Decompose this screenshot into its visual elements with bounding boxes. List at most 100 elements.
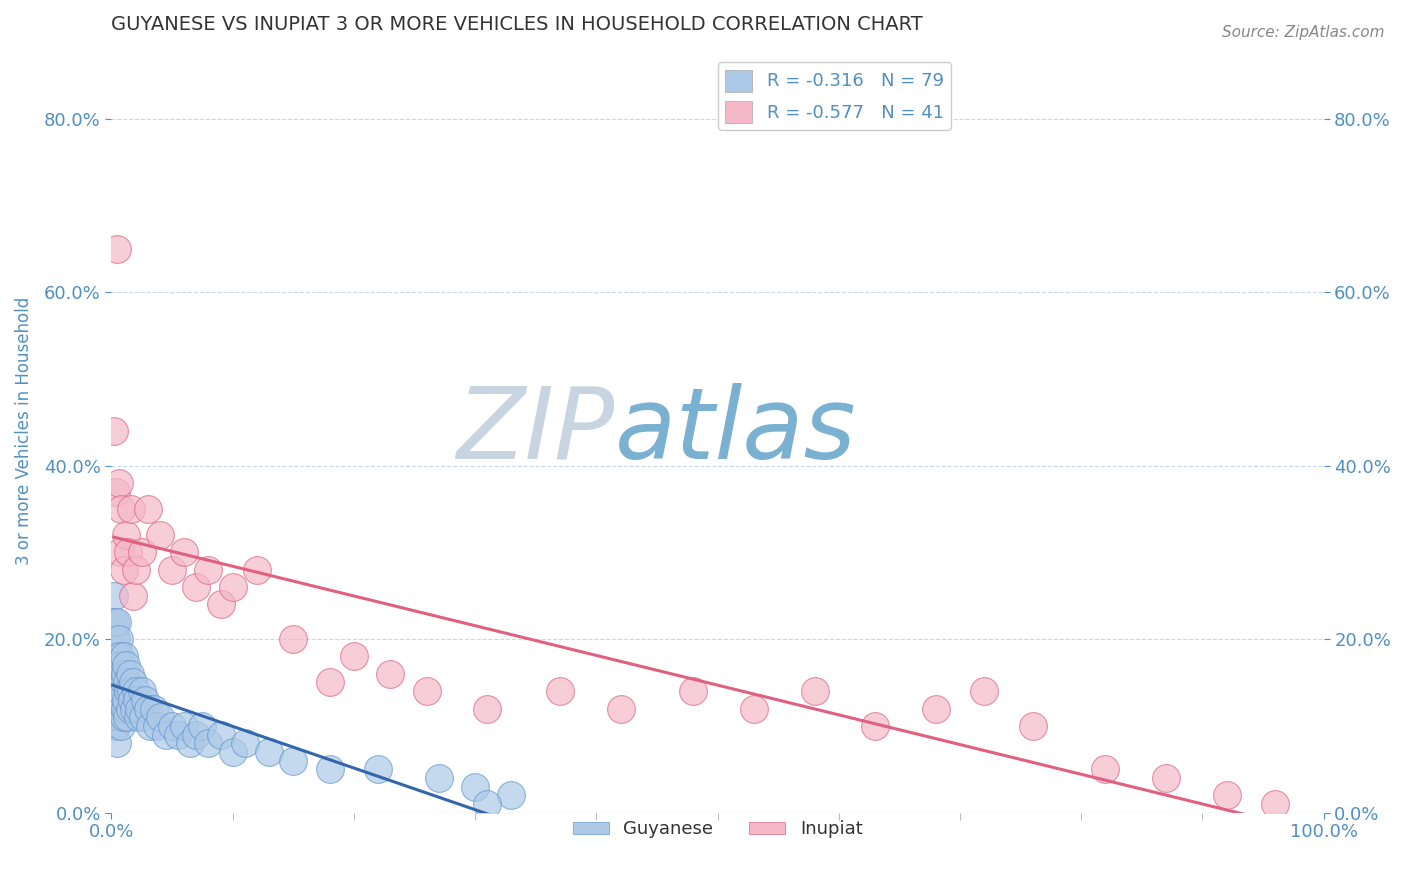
Point	[110, 658, 132, 673]
Point	[1022, 719, 1045, 733]
Point	[464, 780, 486, 794]
Point	[124, 684, 146, 698]
Point	[209, 727, 232, 741]
Point	[115, 710, 138, 724]
Point	[104, 701, 127, 715]
Legend: Guyanese, Inupiat: Guyanese, Inupiat	[565, 814, 870, 846]
Point	[1215, 789, 1237, 803]
Point	[186, 727, 208, 741]
Point	[101, 675, 124, 690]
Point	[146, 719, 169, 733]
Point	[803, 684, 825, 698]
Point	[257, 745, 280, 759]
Point	[863, 719, 886, 733]
Point	[501, 789, 523, 803]
Point	[107, 476, 129, 491]
Point	[415, 684, 437, 698]
Point	[134, 693, 156, 707]
Point	[103, 632, 125, 647]
Point	[197, 563, 219, 577]
Text: Source: ZipAtlas.com: Source: ZipAtlas.com	[1222, 25, 1385, 40]
Point	[103, 701, 125, 715]
Point	[111, 701, 134, 715]
Point	[283, 754, 305, 768]
Point	[477, 797, 499, 811]
Point	[112, 649, 135, 664]
Point	[132, 710, 155, 724]
Text: GUYANESE VS INUPIAT 3 OR MORE VEHICLES IN HOUSEHOLD CORRELATION CHART: GUYANESE VS INUPIAT 3 OR MORE VEHICLES I…	[111, 15, 924, 34]
Point	[114, 666, 136, 681]
Point	[318, 675, 340, 690]
Text: ZIP: ZIP	[457, 383, 614, 480]
Point	[682, 684, 704, 698]
Point	[112, 675, 135, 690]
Point	[118, 666, 141, 681]
Point	[149, 528, 172, 542]
Point	[179, 736, 201, 750]
Point	[115, 675, 138, 690]
Point	[246, 563, 269, 577]
Point	[117, 684, 139, 698]
Point	[107, 666, 129, 681]
Point	[122, 589, 145, 603]
Point	[233, 736, 256, 750]
Point	[173, 719, 195, 733]
Point	[108, 545, 131, 559]
Point	[283, 632, 305, 647]
Point	[117, 545, 139, 559]
Point	[318, 762, 340, 776]
Point	[142, 701, 165, 715]
Point	[124, 701, 146, 715]
Point	[121, 693, 143, 707]
Point	[128, 701, 150, 715]
Point	[107, 615, 129, 629]
Point	[1264, 797, 1286, 811]
Point	[104, 615, 127, 629]
Point	[127, 710, 149, 724]
Point	[120, 684, 142, 698]
Point	[136, 701, 159, 715]
Point	[105, 684, 128, 698]
Point	[155, 727, 177, 741]
Point	[108, 710, 131, 724]
Point	[105, 484, 128, 499]
Point	[548, 684, 571, 698]
Point	[115, 528, 138, 542]
Point	[120, 502, 142, 516]
Point	[221, 745, 243, 759]
Point	[105, 658, 128, 673]
Point	[191, 719, 214, 733]
Point	[197, 736, 219, 750]
Point	[925, 701, 948, 715]
Point	[103, 424, 125, 438]
Point	[1094, 762, 1116, 776]
Point	[427, 771, 450, 785]
Point	[160, 719, 183, 733]
Point	[111, 666, 134, 681]
Point	[107, 632, 129, 647]
Point	[380, 666, 402, 681]
Point	[107, 701, 129, 715]
Y-axis label: 3 or more Vehicles in Household: 3 or more Vehicles in Household	[15, 297, 32, 566]
Point	[131, 545, 153, 559]
Point	[125, 693, 148, 707]
Point	[110, 684, 132, 698]
Point	[112, 563, 135, 577]
Point	[742, 701, 765, 715]
Point	[112, 710, 135, 724]
Point	[367, 762, 389, 776]
Point	[149, 710, 172, 724]
Point	[186, 580, 208, 594]
Point	[173, 545, 195, 559]
Point	[104, 719, 127, 733]
Point	[107, 242, 129, 256]
Point	[609, 701, 631, 715]
Point	[108, 675, 131, 690]
Point	[139, 719, 162, 733]
Point	[105, 719, 128, 733]
Point	[107, 736, 129, 750]
Point	[343, 649, 366, 664]
Point	[118, 701, 141, 715]
Point	[110, 502, 132, 516]
Point	[101, 615, 124, 629]
